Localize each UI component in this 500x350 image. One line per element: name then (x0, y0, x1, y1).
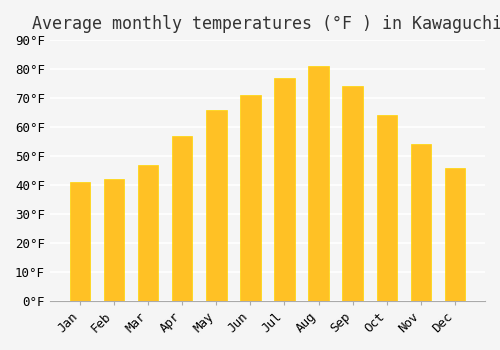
Bar (138, 165, 158, 301)
Bar (104, 179, 124, 301)
Bar (308, 66, 329, 301)
Title: Average monthly temperatures (°F ) in Kawaguchi: Average monthly temperatures (°F ) in Ka… (32, 15, 500, 33)
Bar (342, 86, 363, 301)
Bar (70, 182, 90, 301)
Bar (274, 78, 294, 301)
Bar (410, 145, 431, 301)
Bar (445, 168, 465, 301)
Bar (240, 95, 260, 301)
Bar (172, 136, 193, 301)
Bar (376, 116, 397, 301)
Bar (206, 110, 227, 301)
